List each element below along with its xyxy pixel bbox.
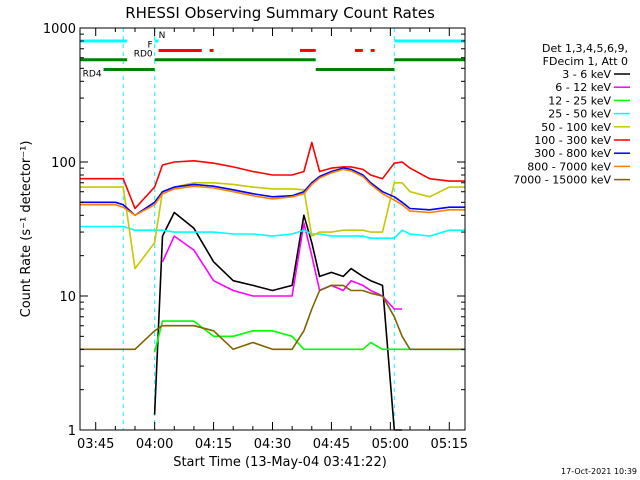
legend: Det 1,3,4,5,6,9,FDecim 1, Att 03 - 6 keV…	[513, 42, 630, 187]
legend-label-8: 7000 - 15000 keV	[513, 174, 611, 187]
legend-label-3: 25 - 50 keV	[548, 108, 611, 121]
y-tick-label: 1	[68, 424, 76, 439]
legend-label-5: 100 - 300 keV	[534, 134, 611, 147]
legend-label-1: 6 - 12 keV	[555, 81, 611, 94]
state-label-rd0: RD0	[134, 50, 153, 60]
legend-label-4: 50 - 100 keV	[541, 121, 611, 134]
x-tick-label: 04:45	[313, 437, 350, 452]
series-line-2	[153, 320, 465, 353]
footer-date: 17-Oct-2021 10:39	[561, 467, 637, 476]
y-tick-label: 1000	[43, 22, 76, 37]
state-label-n: N	[159, 31, 166, 41]
x-tick-label: 03:45	[77, 437, 114, 452]
y-tick-label: 10	[59, 290, 76, 305]
legend-label-0: 3 - 6 keV	[562, 68, 611, 81]
series-line-8	[80, 284, 465, 351]
series-line-5	[80, 141, 465, 210]
legend-label-2: 12 - 25 keV	[548, 94, 611, 107]
series-line-7	[80, 168, 465, 217]
x-tick-label: 04:15	[195, 437, 232, 452]
series-line-4	[80, 182, 465, 270]
series-lines	[80, 141, 465, 431]
x-tick-label: 05:15	[431, 437, 468, 452]
legend-header-0: Det 1,3,4,5,6,9,	[542, 42, 628, 55]
x-tick-label: 04:30	[254, 437, 291, 452]
y-tick-label: 100	[51, 156, 76, 171]
state-label-rd4: RD4	[83, 70, 102, 80]
y-axis-label: Count Rate (s⁻¹ detector⁻¹)	[19, 141, 34, 318]
plot-frame	[79, 27, 466, 431]
chart-title: RHESSI Observing Summary Count Rates	[125, 4, 435, 22]
state-label-f: F	[147, 40, 152, 50]
x-axis: 03:45 04:00 04:15 04:30 04:45 05:00 05:15	[77, 28, 468, 452]
y-axis: 1 10 100 1000	[43, 22, 465, 439]
series-line-6	[80, 167, 465, 217]
x-tick-label: 05:00	[372, 437, 409, 452]
series-line-0	[153, 211, 403, 431]
legend-label-6: 300 - 800 keV	[534, 147, 611, 160]
x-tick-label: 04:00	[136, 437, 173, 452]
legend-header-1: FDecim 1, Att 0	[543, 55, 628, 68]
legend-label-7: 800 - 7000 keV	[527, 160, 611, 173]
series-line-1	[161, 222, 403, 310]
series-line-3	[80, 225, 465, 239]
x-axis-label: Start Time (13-May-04 03:41:22)	[173, 455, 387, 470]
plot-area	[122, 28, 466, 430]
